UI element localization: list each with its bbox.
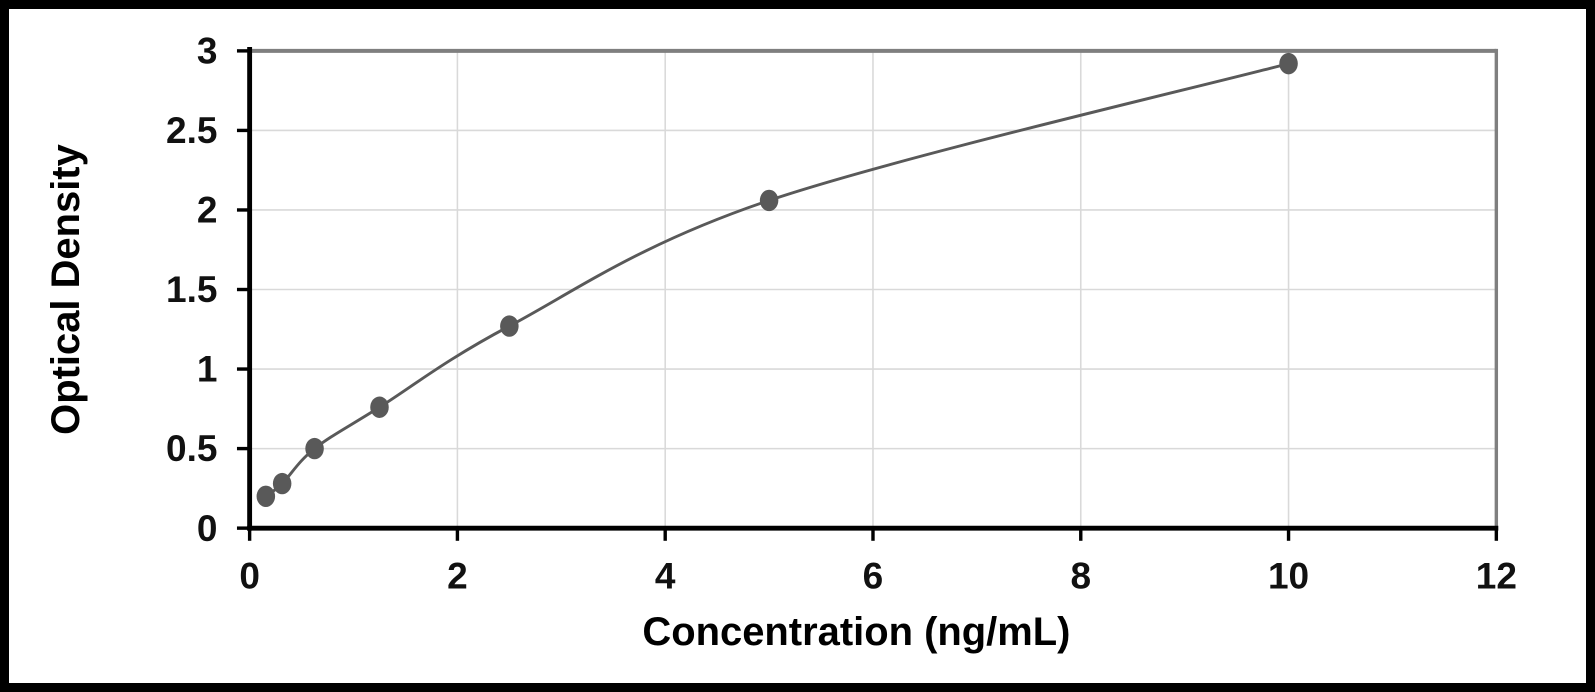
y-tick-label: 2 [197,189,218,231]
x-axis-title: Concentration (ng/mL) [642,610,1070,654]
axis-ticks [236,49,1499,541]
x-tick-label: 8 [1070,555,1091,597]
y-tick-label: 2.5 [166,109,217,151]
y-tick-label: 1.5 [166,268,217,310]
data-point-marker [272,472,292,495]
x-tick-label: 6 [863,555,884,597]
data-point-marker [759,189,779,212]
data-point-marker [500,315,519,337]
data-points [256,52,1298,508]
y-tick-label: 0.5 [166,427,217,469]
plot-border [249,48,1499,529]
y-tick-label: 1 [197,348,218,390]
x-tick-label: 0 [239,555,260,597]
x-tick-label: 2 [447,555,468,597]
data-point-marker [305,437,324,460]
x-tick-label: 12 [1476,555,1517,597]
x-tick-label: 10 [1268,555,1309,597]
x-tick-label: 4 [655,555,676,597]
data-point-marker [1279,52,1298,75]
y-axis-title: Optical Density [44,144,88,435]
tick-labels: 0 0.5 1 1.5 2 2.5 3 0 2 4 6 8 10 12 [166,30,1517,597]
y-tick-label: 0 [197,507,218,549]
fit-curve-line [264,62,1289,498]
data-point-marker [256,485,276,508]
gridlines [249,50,1497,529]
data-point-marker [370,396,389,418]
standard-curve-chart: 0 0.5 1 1.5 2 2.5 3 0 2 4 6 8 10 12 Optical Density C… [44,30,1517,654]
y-tick-label: 3 [197,30,218,72]
